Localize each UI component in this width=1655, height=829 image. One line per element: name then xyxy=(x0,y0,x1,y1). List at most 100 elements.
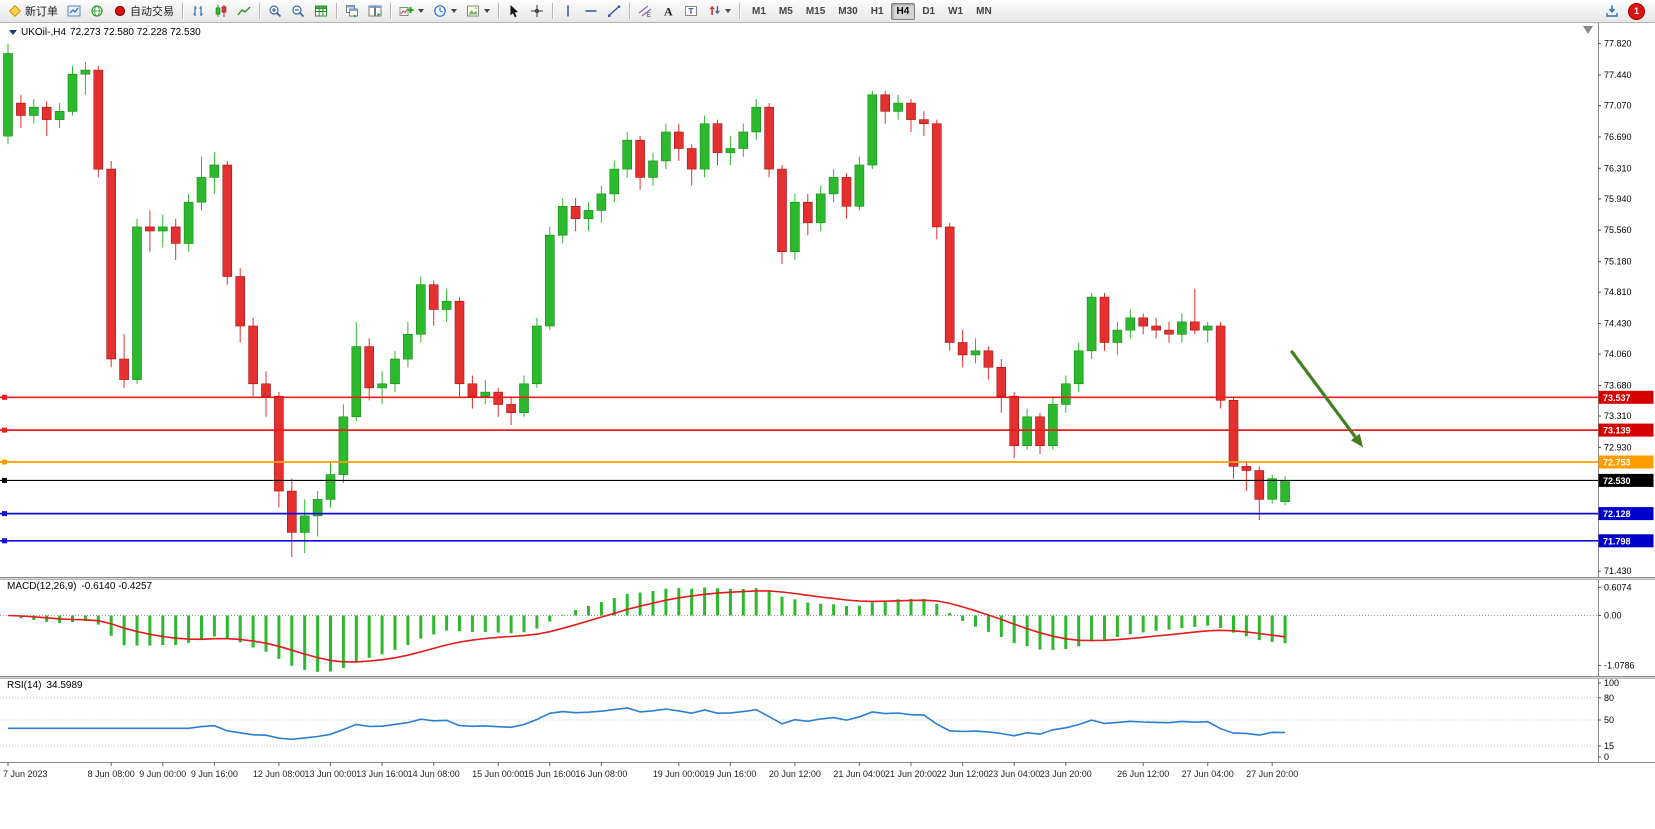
cursor-button[interactable] xyxy=(503,2,525,21)
svg-text:21 Jun 20:00: 21 Jun 20:00 xyxy=(885,769,937,779)
zoom-out-button[interactable] xyxy=(287,2,309,21)
svg-text:100: 100 xyxy=(1604,678,1619,688)
svg-text:19 Jun 00:00: 19 Jun 00:00 xyxy=(653,769,705,779)
bar-chart-mode-button[interactable] xyxy=(187,2,209,21)
text-tool-button[interactable]: A xyxy=(657,2,679,21)
chart-title: UKOil-,H4 72.273 72.580 72.228 72.530 xyxy=(9,27,201,38)
tf-button-m15[interactable]: M15 xyxy=(800,3,831,20)
tf-button-h4[interactable]: H4 xyxy=(890,2,916,20)
tile-windows-icon xyxy=(368,5,382,17)
macd-pane-splitter[interactable] xyxy=(0,577,1655,580)
svg-text:13 Jun 00:00: 13 Jun 00:00 xyxy=(304,769,356,779)
toolbar-separator xyxy=(498,3,499,19)
tf-button-m30[interactable]: M30 xyxy=(832,3,863,20)
trendline-tool-button[interactable] xyxy=(603,2,625,21)
symbol-dropdown-caret-icon[interactable] xyxy=(9,30,17,35)
toolbar-separator xyxy=(629,3,630,19)
svg-text:21 Jun 04:00: 21 Jun 04:00 xyxy=(833,769,885,779)
cascade-windows-button[interactable] xyxy=(341,2,363,21)
svg-text:71.798: 71.798 xyxy=(1603,536,1631,546)
svg-text:16 Jun 08:00: 16 Jun 08:00 xyxy=(575,769,627,779)
tf-button-w1[interactable]: W1 xyxy=(942,3,969,20)
periods-button[interactable] xyxy=(429,2,461,21)
candlestick-icon xyxy=(215,5,227,17)
autotrade-status-icon xyxy=(114,5,126,17)
cursor-arrow-icon xyxy=(510,5,518,18)
svg-text:77.070: 77.070 xyxy=(1604,101,1632,111)
toolbar-separator xyxy=(390,3,391,19)
svg-text:15: 15 xyxy=(1604,741,1614,751)
dropdown-caret-icon xyxy=(725,9,731,13)
template-icon xyxy=(467,5,479,17)
notification-badge[interactable]: 1 xyxy=(1628,2,1645,20)
notification-count: 1 xyxy=(1633,6,1639,16)
rsi-indicator-label: RSI(14) 34.5989 xyxy=(7,680,83,691)
svg-text:75.180: 75.180 xyxy=(1604,257,1632,267)
svg-text:20 Jun 12:00: 20 Jun 12:00 xyxy=(769,769,821,779)
indicators-button[interactable] xyxy=(395,2,428,21)
svg-text:50: 50 xyxy=(1604,715,1614,725)
chart-shift-marker xyxy=(1583,26,1593,34)
svg-text:E: E xyxy=(647,13,651,18)
tf-button-m1[interactable]: M1 xyxy=(746,3,772,20)
clock-icon xyxy=(434,5,446,17)
templates-button[interactable] xyxy=(462,2,494,21)
line-chart-mode-button[interactable] xyxy=(233,2,255,21)
equidistant-channel-icon: E xyxy=(638,5,652,18)
svg-text:73.537: 73.537 xyxy=(1603,393,1631,403)
chart-canvas[interactable]: 77.820 77.440 77.070 76.690 76.310 75.940 75.5… xyxy=(0,23,1655,829)
candles-layer xyxy=(3,43,1290,558)
crosshair-button[interactable] xyxy=(526,2,548,21)
macd-values: -0.6140 -0.4257 xyxy=(81,581,153,592)
autotrade-button[interactable]: 自动交易 xyxy=(109,2,178,21)
tf-button-d1[interactable]: D1 xyxy=(916,3,941,20)
svg-text:74.810: 74.810 xyxy=(1604,287,1632,297)
grid-button[interactable] xyxy=(310,2,332,21)
macd-indicator-label: MACD(12,26,9) -0.6140 -0.4257 xyxy=(7,581,152,592)
svg-text:-1.0786: -1.0786 xyxy=(1604,660,1635,670)
tf-button-mn[interactable]: MN xyxy=(970,3,998,20)
line-chart-icon xyxy=(237,6,251,16)
toolbar-separator xyxy=(259,3,260,19)
quotes-chart-icon xyxy=(67,5,81,17)
candlestick-mode-button[interactable] xyxy=(210,2,232,21)
new-order-button[interactable]: 新订单 xyxy=(4,2,62,21)
rsi-pane-splitter[interactable] xyxy=(0,676,1655,679)
svg-text:71.430: 71.430 xyxy=(1604,566,1632,576)
timeframe-group: M1 M5 M15 M30 H1 H4 D1 W1 MN xyxy=(746,2,998,20)
hlines-layer xyxy=(0,394,1598,544)
svg-text:A: A xyxy=(664,5,673,19)
arrows-tool-button[interactable] xyxy=(703,2,735,21)
tile-windows-button[interactable] xyxy=(364,2,386,21)
text-frame-icon: T xyxy=(685,6,697,16)
svg-text:9 Jun 00:00: 9 Jun 00:00 xyxy=(139,769,186,779)
svg-text:0: 0 xyxy=(1604,752,1609,762)
zoom-out-icon xyxy=(292,5,305,18)
svg-text:7 Jun 2023: 7 Jun 2023 xyxy=(3,769,48,779)
zoom-in-button[interactable] xyxy=(264,2,286,21)
svg-text:75.560: 75.560 xyxy=(1604,225,1632,235)
main-toolbar: 新订单 自动交易 xyxy=(0,0,1655,23)
svg-text:14 Jun 08:00: 14 Jun 08:00 xyxy=(408,769,460,779)
dropdown-caret-icon xyxy=(484,9,490,13)
notifications-button[interactable] xyxy=(1601,2,1623,21)
svg-text:8 Jun 08:00: 8 Jun 08:00 xyxy=(88,769,135,779)
svg-text:76.310: 76.310 xyxy=(1604,163,1632,173)
horizontal-line-tool-button[interactable] xyxy=(580,2,602,21)
dropdown-caret-icon xyxy=(418,9,424,13)
svg-text:77.820: 77.820 xyxy=(1604,39,1632,49)
toolbar-separator xyxy=(336,3,337,19)
toolbar-separator xyxy=(739,3,740,19)
navigator-button[interactable] xyxy=(86,2,108,21)
tf-button-h1[interactable]: H1 xyxy=(865,3,890,20)
ohlc-bars-icon xyxy=(193,6,203,16)
svg-text:23 Jun 04:00: 23 Jun 04:00 xyxy=(988,769,1040,779)
channel-tool-button[interactable]: E xyxy=(634,2,656,21)
market-watch-button[interactable] xyxy=(63,2,85,21)
tf-button-m5[interactable]: M5 xyxy=(773,3,799,20)
vertical-line-tool-button[interactable] xyxy=(557,2,579,21)
text-label-tool-button[interactable]: T xyxy=(680,2,702,21)
svg-text:72.530: 72.530 xyxy=(1603,476,1631,486)
crosshair-icon xyxy=(531,5,543,17)
svg-text:27 Jun 04:00: 27 Jun 04:00 xyxy=(1182,769,1234,779)
